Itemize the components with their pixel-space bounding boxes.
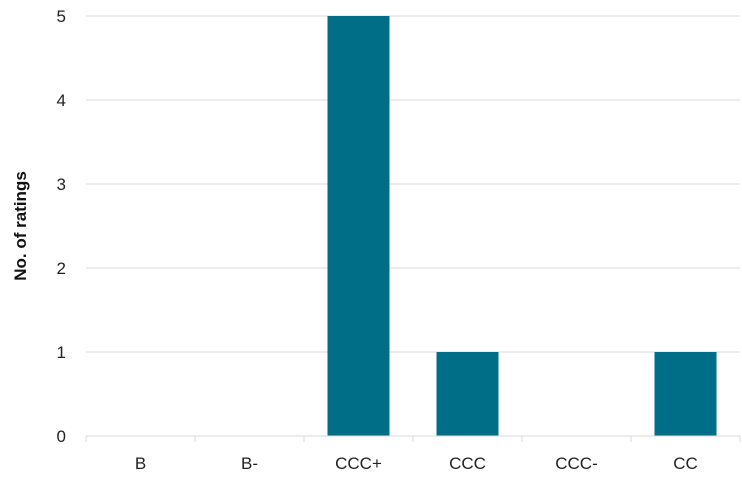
axes: [85, 435, 741, 442]
bar-ccc: [436, 352, 499, 436]
y-tick-label: 4: [57, 91, 66, 110]
x-tick-label: CC: [673, 454, 698, 473]
x-tick-labels: B B- CCC+ CCC CCC- CC: [135, 454, 698, 473]
y-tick-label: 1: [57, 343, 66, 362]
y-tick-label: 2: [57, 259, 66, 278]
y-tick-label: 3: [57, 175, 66, 194]
y-tick-labels: 0 1 2 3 4 5: [57, 7, 66, 446]
gridlines: [86, 15, 740, 353]
x-tick-label: CCC-: [555, 454, 598, 473]
y-axis-title: No. of ratings: [11, 171, 30, 281]
x-tick-label: CCC: [449, 454, 486, 473]
x-tick-label: CCC+: [335, 454, 382, 473]
x-tick-label: B: [135, 454, 146, 473]
y-tick-label: 0: [57, 427, 66, 446]
bar-cccplus: [327, 16, 390, 436]
bar-cc: [654, 352, 717, 436]
y-tick-label: 5: [57, 7, 66, 26]
bars: [327, 16, 717, 436]
x-tick-label: B-: [241, 454, 258, 473]
